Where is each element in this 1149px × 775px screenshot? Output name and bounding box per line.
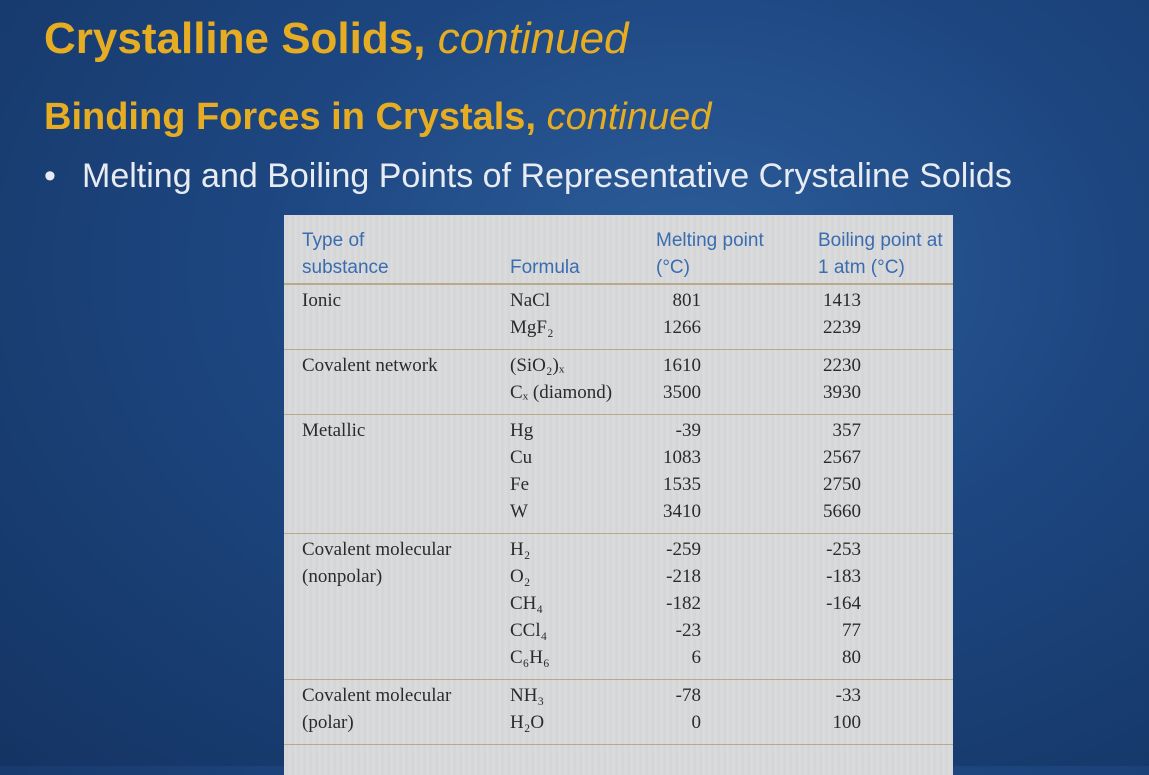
melting-point: -23 [675, 620, 701, 641]
substance-type: Covalent molecular (polar) [302, 685, 452, 733]
row-group: Covalent network (SiO₂)ₓ 1610 2230 Cₓ (diamo… [284, 350, 953, 415]
table-body: Ionic NaCl 801 1413 MgF₂ 1266 2239 Covalent net… [284, 285, 953, 745]
title-text: Crystalline Solids, [44, 14, 426, 63]
bullet-text: Melting and Boiling Points of Representa… [82, 157, 1012, 195]
melting-point: 1535 [663, 474, 701, 495]
melting-point: -39 [675, 420, 701, 441]
formula: H₂O [510, 712, 545, 733]
substance-type: Metallic [302, 420, 366, 441]
row-group: Metallic Hg -39 357 Cu 1083 2567 Fe 1535 2750 W 341… [284, 415, 953, 534]
boiling-point: 1413 [823, 290, 861, 311]
melting-point: 6 [691, 647, 702, 668]
boiling-point: -33 [835, 685, 861, 706]
formula: O₂ [510, 566, 531, 587]
table-row: (SiO₂)ₓ 1610 2230 [284, 352, 953, 379]
formula: NH₃ [510, 685, 545, 706]
boiling-point: 2567 [823, 447, 861, 468]
subtitle-text: Binding Forces in Crystals, [44, 96, 536, 138]
melting-point: -78 [675, 685, 701, 706]
melting-point: 0 [691, 712, 702, 733]
melting-point: 1610 [663, 355, 701, 376]
boiling-point: 77 [842, 620, 861, 641]
table-row: CH₄ -182 -164 [284, 590, 953, 617]
table-row: H₂O 0 100 [284, 709, 953, 736]
row-group: Covalent molecular (nonpolar) H₂ -259 -253 O… [284, 534, 953, 680]
bullet: • Melting and Boiling Points of Represent… [44, 157, 1012, 195]
table-row: O₂ -218 -183 [284, 563, 953, 590]
table-row: Cₓ (diamond) 3500 3930 [284, 379, 953, 406]
table-header: Type of substance Formula Melting point … [284, 223, 953, 285]
formula: CCl₄ [510, 620, 548, 641]
column-header: Boiling point at 1 atm (°C) [818, 230, 943, 278]
substance-type: Covalent network [302, 355, 438, 376]
boiling-point: -183 [826, 566, 861, 587]
title-suffix: continued [437, 14, 629, 63]
formula: Hg [510, 420, 534, 441]
melting-point: 3410 [663, 501, 701, 522]
formula: NaCl [510, 290, 551, 311]
boiling-point: 3930 [823, 382, 861, 403]
table-row: CCl₄ -23 77 [284, 617, 953, 644]
column-header: Formula [510, 257, 580, 278]
melting-point: 801 [672, 290, 702, 311]
substance-type: Ionic [302, 290, 342, 311]
table-row: C₆H₆ 6 80 [284, 644, 953, 671]
melting-point: -182 [666, 593, 701, 614]
boiling-point: -253 [826, 539, 861, 560]
column-header: Melting point (°C) [656, 230, 764, 278]
row-group: Covalent molecular (polar) NH₃ -78 -33 H₂O 0 1… [284, 680, 953, 745]
formula: H₂ [510, 539, 531, 560]
melting-point: -218 [666, 566, 701, 587]
boiling-point: 2750 [823, 474, 861, 495]
table-row: Hg -39 357 [284, 417, 953, 444]
table-row: MgF₂ 1266 2239 [284, 314, 953, 341]
table-row: NaCl 801 1413 [284, 287, 953, 314]
column-header: Type of substance [302, 230, 389, 278]
title: Crystalline Solids, continued [44, 14, 629, 64]
boiling-point: 100 [832, 712, 862, 733]
boiling-point: 2230 [823, 355, 861, 376]
substance-type: Covalent molecular (nonpolar) [302, 539, 452, 587]
boiling-point: -164 [826, 593, 861, 614]
formula: C₆H₆ [510, 647, 550, 668]
boiling-point: 357 [832, 420, 862, 441]
formula: Cu [510, 447, 533, 468]
melting-point: 1083 [663, 447, 701, 468]
formula: Fe [510, 474, 529, 495]
melting-point: 1266 [663, 317, 701, 338]
melting-point: 3500 [663, 382, 701, 403]
melting-point: -259 [666, 539, 701, 560]
row-group: Ionic NaCl 801 1413 MgF₂ 1266 2239 [284, 285, 953, 350]
table-row: H₂ -259 -253 [284, 536, 953, 563]
formula: MgF₂ [510, 317, 554, 338]
table: Type of substance Formula Melting point … [284, 215, 953, 775]
formula: CH₄ [510, 593, 544, 614]
subtitle: Binding Forces in Crystals, continued [44, 96, 711, 139]
formula: W [510, 501, 528, 522]
boiling-point: 5660 [823, 501, 861, 522]
table-row: NH₃ -78 -33 [284, 682, 953, 709]
boiling-point: 2239 [823, 317, 861, 338]
boiling-point: 80 [842, 647, 861, 668]
table-row: W 3410 5660 [284, 498, 953, 525]
table-row: Cu 1083 2567 [284, 444, 953, 471]
formula: Cₓ (diamond) [510, 382, 613, 403]
subtitle-suffix: continued [546, 96, 712, 138]
table-row: Fe 1535 2750 [284, 471, 953, 498]
formula: (SiO₂)ₓ [510, 355, 565, 376]
